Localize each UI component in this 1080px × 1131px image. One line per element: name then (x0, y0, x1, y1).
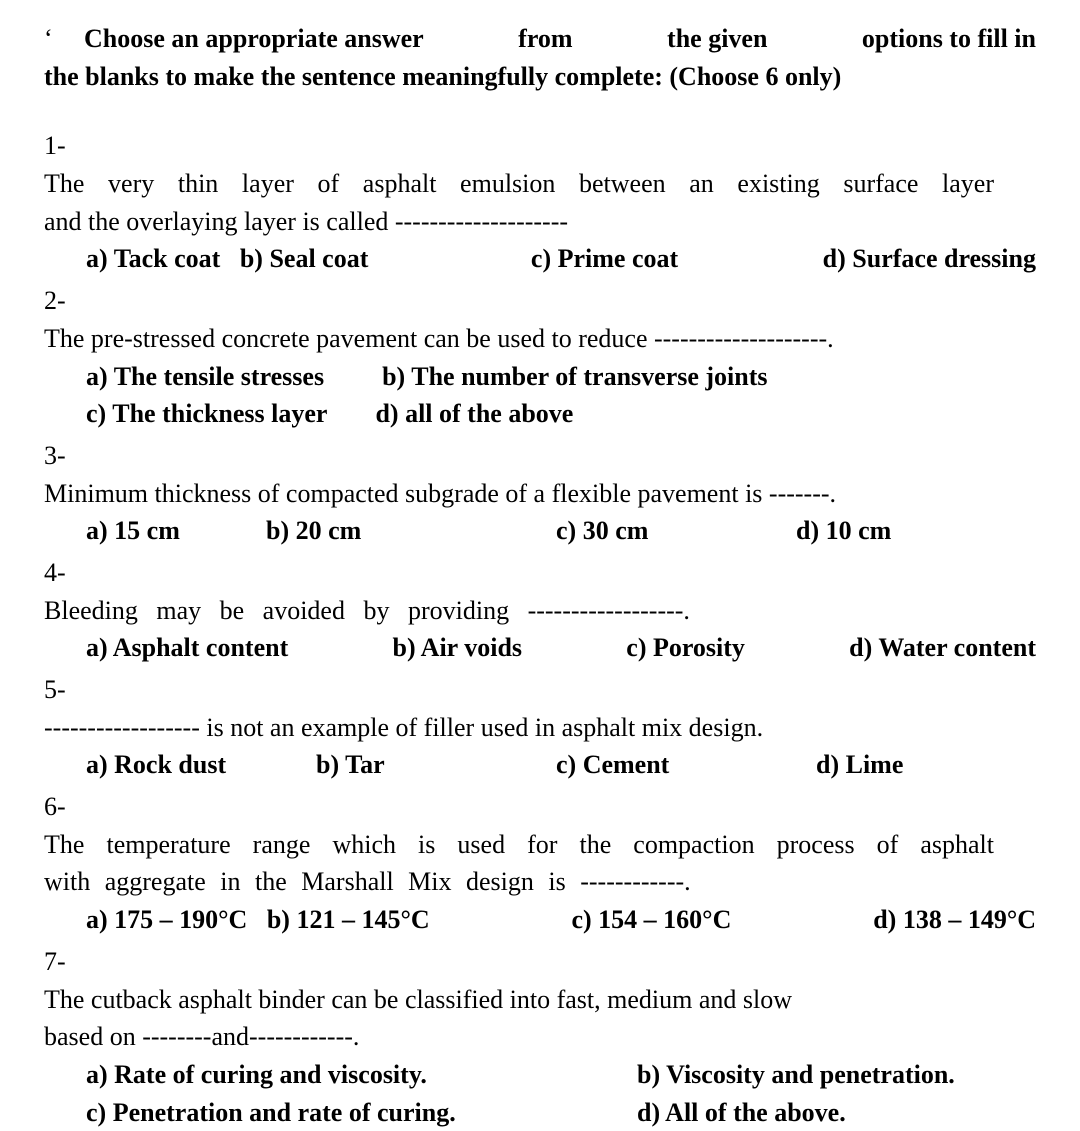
question-4: 4- Bleeding may be avoided by providing … (44, 554, 1036, 667)
instr-part-2: from (518, 20, 572, 58)
q7-opt-d: d) All of the above. (637, 1094, 1036, 1131)
q7-opt-b: b) Viscosity and penetration. (637, 1056, 1036, 1094)
q4-opt-d: d) Water content (849, 629, 1036, 667)
q7-options: a) Rate of curing and viscosity. c) Pene… (86, 1056, 1036, 1131)
q2-opt-d: d) all of the above (375, 395, 573, 433)
question-7: 7- The cutback asphalt binder can be cla… (44, 943, 1036, 1131)
q5-opt-b: b) Tar (316, 746, 556, 784)
question-1: 1- The very thin layer of asphalt emulsi… (44, 127, 1036, 278)
q1-line1: The very thin layer of asphalt emulsion … (44, 165, 994, 203)
instructions-line2: the blanks to make the sentence meaningf… (44, 58, 1036, 96)
q6-line1: The temperature range which is used for … (44, 826, 994, 864)
instructions-block: ‘ Choose an appropriate answer from the … (44, 20, 1036, 95)
q7-line1: The cutback asphalt binder can be classi… (44, 981, 994, 1019)
q3-opt-b: b) 20 cm (266, 512, 556, 550)
q2-opt-c: c) The thickness layer (86, 395, 327, 433)
q2-opt-b: b) The number of transverse joints (382, 358, 767, 396)
q3-options: a) 15 cm b) 20 cm c) 30 cm d) 10 cm (86, 512, 1036, 550)
q5-number: 5- (44, 671, 82, 709)
q7-number: 7- (44, 943, 82, 981)
q1-opt-c: c) Prime coat (531, 240, 678, 278)
q7-text: The cutback asphalt binder can be classi… (44, 981, 994, 1056)
q5-opt-a: a) Rock dust (86, 746, 316, 784)
q2-options: a) The tensile stresses b) The number of… (86, 358, 1036, 433)
q4-opt-a: a) Asphalt content (86, 629, 288, 667)
q7-opt-c: c) Penetration and rate of curing. (86, 1094, 637, 1131)
instructions-line1: ‘ Choose an appropriate answer from the … (44, 20, 1036, 58)
q7-options-left: a) Rate of curing and viscosity. c) Pene… (86, 1056, 637, 1131)
q7-line2: based on --------and------------. (44, 1022, 359, 1051)
q2-opt-a: a) The tensile stresses (86, 358, 324, 396)
q1-opt-d: d) Surface dressing (823, 240, 1036, 278)
q7-opt-a: a) Rate of curing and viscosity. (86, 1056, 637, 1094)
q1-line2: and the overlaying layer is called -----… (44, 207, 568, 236)
q2-text: The pre-stressed concrete pavement can b… (44, 320, 994, 358)
q3-text: Minimum thickness of compacted subgrade … (44, 475, 994, 513)
instr-part-4: options to fill in (862, 20, 1036, 58)
q1-text: The very thin layer of asphalt emulsion … (44, 165, 994, 240)
q5-opt-d: d) Lime (816, 746, 903, 784)
q1-number: 1- (44, 127, 82, 165)
q6-text: The temperature range which is used for … (44, 826, 994, 901)
q4-number: 4- (44, 554, 82, 592)
q4-text: Bleeding may be avoided by providing ---… (44, 592, 994, 630)
question-5: 5- ------------------ is not an example … (44, 671, 1036, 784)
question-2: 2- The pre-stressed concrete pavement ca… (44, 282, 1036, 433)
punctuation-icon: ‘ (44, 20, 84, 58)
q3-opt-d: d) 10 cm (796, 512, 891, 550)
q6-opt-ab: a) 175 – 190°C b) 121 – 145°C (86, 901, 430, 939)
instr-part-3: the given (667, 20, 767, 58)
q6-number: 6- (44, 788, 82, 826)
question-6: 6- The temperature range which is used f… (44, 788, 1036, 939)
q5-opt-c: c) Cement (556, 746, 816, 784)
q2-number: 2- (44, 282, 82, 320)
q4-opt-b: b) Air voids (392, 629, 522, 667)
q6-opt-c: c) 154 – 160°C (571, 901, 731, 939)
q1-opt-a: a) Tack coat b) Seal coat (86, 240, 368, 278)
q6-options: a) 175 – 190°C b) 121 – 145°C c) 154 – 1… (86, 901, 1036, 939)
q6-line2: with aggregate in the Marshall Mix desig… (44, 867, 691, 896)
q5-options: a) Rock dust b) Tar c) Cement d) Lime (86, 746, 1036, 784)
q3-opt-c: c) 30 cm (556, 512, 796, 550)
q4-opt-c: c) Porosity (626, 629, 745, 667)
q5-text: ------------------ is not an example of … (44, 709, 994, 747)
q6-opt-d: d) 138 – 149°C (873, 901, 1036, 939)
q7-options-right: b) Viscosity and penetration. d) All of … (637, 1056, 1036, 1131)
q1-options: a) Tack coat b) Seal coat c) Prime coat … (86, 240, 1036, 278)
question-3: 3- Minimum thickness of compacted subgra… (44, 437, 1036, 550)
q3-number: 3- (44, 437, 82, 475)
q3-opt-a: a) 15 cm (86, 512, 266, 550)
instr-part-1: Choose an appropriate answer (84, 20, 424, 58)
q4-options: a) Asphalt content b) Air voids c) Poros… (86, 629, 1036, 667)
